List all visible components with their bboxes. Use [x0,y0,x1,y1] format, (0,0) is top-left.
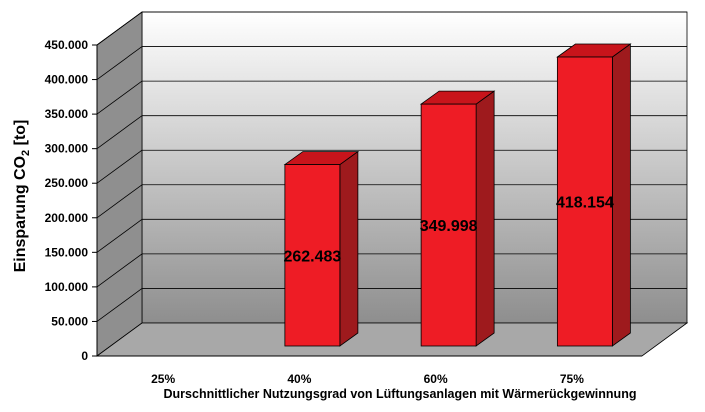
y-tick-label: 100.000 [45,280,89,294]
bar [284,164,341,347]
bar-side [475,90,495,347]
bar [420,103,477,347]
bar-side [339,150,359,347]
bar-side [611,43,631,347]
y-tick-label: 200.000 [45,211,89,225]
x-axis-title: Durschnittlicher Nutzungsgrad von Lüftun… [164,387,637,401]
gridline-side [96,184,143,219]
side-wall [96,11,143,357]
gridline-side [96,219,143,253]
y-axis-title: Einsparung CO2 [to] [12,120,32,273]
data-label: 418.154 [556,195,614,212]
x-tick-label: 60% [424,372,448,386]
gridline-side [96,46,143,80]
y-tick-label: 350.000 [45,107,89,121]
y-tick-label: 300.000 [45,142,89,156]
y-axis-title-subscript: 2 [20,150,32,156]
y-tick-label: 0 [81,349,88,363]
data-label: 262.483 [283,248,341,265]
y-tick-label: 400.000 [45,73,89,87]
y-tick-label: 250.000 [45,176,89,190]
gridline-side [96,253,143,288]
y-tick-label: 50.000 [51,314,88,328]
gridline-side [96,149,143,184]
data-label: 349.998 [420,218,478,235]
x-tick-label: 40% [287,372,311,386]
gridline-side [96,80,143,115]
gridline-side [96,11,143,46]
y-axis-title-main: Einsparung CO [12,156,29,272]
y-tick-label: 450.000 [45,38,89,52]
x-tick-label: 75% [560,372,584,386]
y-tick-label: 150.000 [45,245,89,259]
bar [556,56,613,347]
y-axis-title-unit: [to] [12,120,29,150]
gridline-side [96,115,143,149]
x-tick-label: 25% [151,372,175,386]
gridline-side [96,288,143,322]
